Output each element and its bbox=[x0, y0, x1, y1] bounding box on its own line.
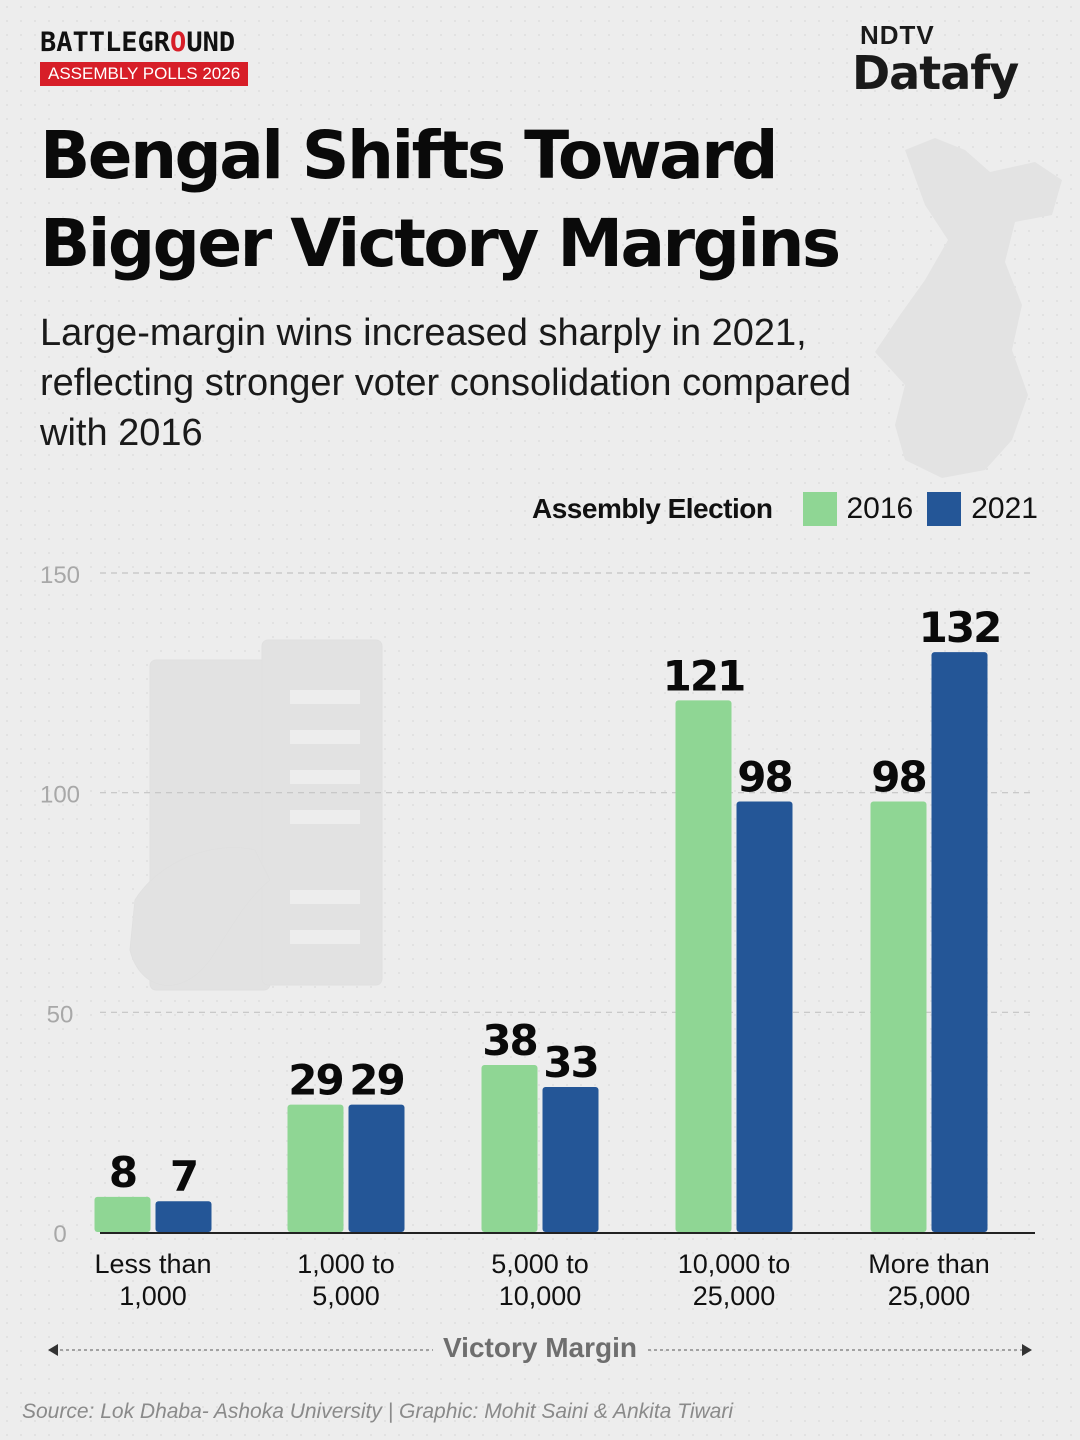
data-label-2016-4: 98 bbox=[871, 752, 925, 801]
y-tick-label-0: 0 bbox=[53, 1221, 66, 1248]
legend-swatch-2016 bbox=[802, 492, 837, 526]
brand-tag: ASSEMBLY POLLS 2026 bbox=[40, 62, 249, 86]
data-label-2016-1: 29 bbox=[288, 1056, 342, 1105]
brand-name: BATTLEGROUND bbox=[40, 27, 236, 58]
x-tick-label-0-line-0: Less than bbox=[94, 1249, 211, 1279]
bar-2016-2 bbox=[481, 1065, 538, 1232]
y-tick-label-50: 50 bbox=[47, 1001, 74, 1028]
y-tick-label-100: 100 bbox=[40, 782, 80, 809]
voting-machine-slots bbox=[290, 690, 360, 944]
bar-2016-1 bbox=[287, 1104, 344, 1232]
bar-2021-4 bbox=[931, 652, 988, 1232]
data-label-2021-2: 33 bbox=[543, 1038, 597, 1087]
logo-ndtv: NDTV bbox=[860, 20, 935, 50]
legend-title: Assembly Election bbox=[532, 493, 773, 524]
page-title: Bengal Shifts Toward Bigger Victory Marg… bbox=[40, 117, 841, 282]
data-label-2016-0: 8 bbox=[109, 1148, 136, 1197]
x-axis-title: Victory Margin bbox=[433, 1332, 647, 1364]
x-tick-label-3-line-1: 25,000 bbox=[693, 1281, 776, 1311]
ndtv-datafy-logo: NDTV Datafy bbox=[852, 22, 1042, 98]
page-subtitle: Large-margin wins increased sharply in 2… bbox=[40, 312, 852, 454]
y-tick-label-150: 150 bbox=[40, 562, 80, 589]
bar-2016-4 bbox=[870, 801, 927, 1232]
x-tick-label-4-line-1: 25,000 bbox=[888, 1281, 971, 1311]
bar-2021-1 bbox=[348, 1104, 405, 1232]
logo-datafy: Datafy bbox=[852, 46, 1019, 100]
bar-2021-0 bbox=[155, 1201, 212, 1232]
x-tick-label-0-line-1: 1,000 bbox=[119, 1281, 187, 1311]
bar-2021-2 bbox=[542, 1087, 599, 1232]
data-label-2021-4: 132 bbox=[919, 603, 1001, 652]
x-tick-label-2-line-0: 5,000 to bbox=[491, 1249, 589, 1279]
bar-2016-0 bbox=[94, 1196, 151, 1232]
brand-block: BATTLEGROUND ASSEMBLY POLLS 2026 bbox=[40, 27, 249, 86]
x-tick-label-2-line-1: 10,000 bbox=[499, 1281, 582, 1311]
data-label-2016-2: 38 bbox=[482, 1016, 536, 1065]
legend-item-2021: 2021 bbox=[927, 492, 1038, 526]
legend-label-2016: 2016 bbox=[846, 492, 914, 525]
source-credit: Source: Lok Dhaba- Ashoka University | G… bbox=[22, 1400, 734, 1423]
x-tick-label-1-line-1: 5,000 bbox=[312, 1281, 380, 1311]
data-label-2021-1: 29 bbox=[349, 1056, 403, 1105]
chart-legend: Assembly Election 2016 2021 bbox=[532, 492, 1038, 526]
data-label-2016-3: 121 bbox=[663, 651, 745, 700]
x-tick-label-1-line-0: 1,000 to bbox=[297, 1249, 395, 1279]
x-tick-label-3-line-0: 10,000 to bbox=[678, 1249, 791, 1279]
legend-label-2021: 2021 bbox=[971, 492, 1038, 525]
legend-swatch-2021 bbox=[927, 492, 962, 526]
data-label-2021-3: 98 bbox=[737, 752, 791, 801]
bar-2021-3 bbox=[736, 801, 793, 1232]
x-tick-label-4-line-0: More than bbox=[868, 1249, 990, 1279]
legend-item-2016: 2016 bbox=[802, 492, 914, 526]
data-label-2021-0: 7 bbox=[170, 1152, 197, 1201]
bar-2016-3 bbox=[675, 700, 732, 1232]
bengal-map-silhouette bbox=[875, 138, 1062, 478]
x-axis-title-row: Victory Margin bbox=[48, 1330, 1032, 1370]
